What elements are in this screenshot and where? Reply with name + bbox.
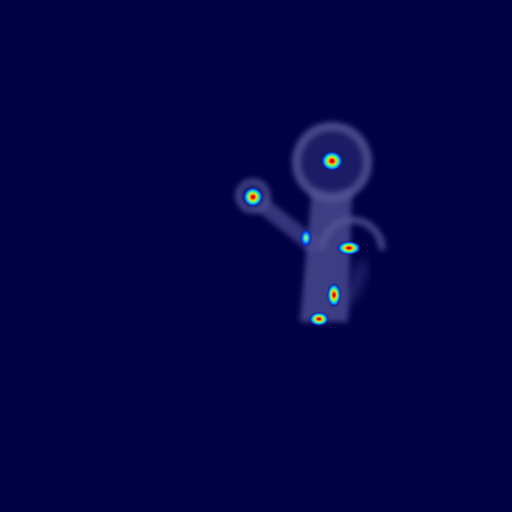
hand-keypoint [243,187,263,207]
shoulder-keypoint [337,241,361,255]
elbow-keypoint [300,229,312,247]
back-arm-lower [336,261,367,310]
hip-keypoint [327,283,341,307]
knee-keypoint [309,312,329,326]
head-keypoint [321,151,343,171]
back-arm-arc [318,216,386,251]
